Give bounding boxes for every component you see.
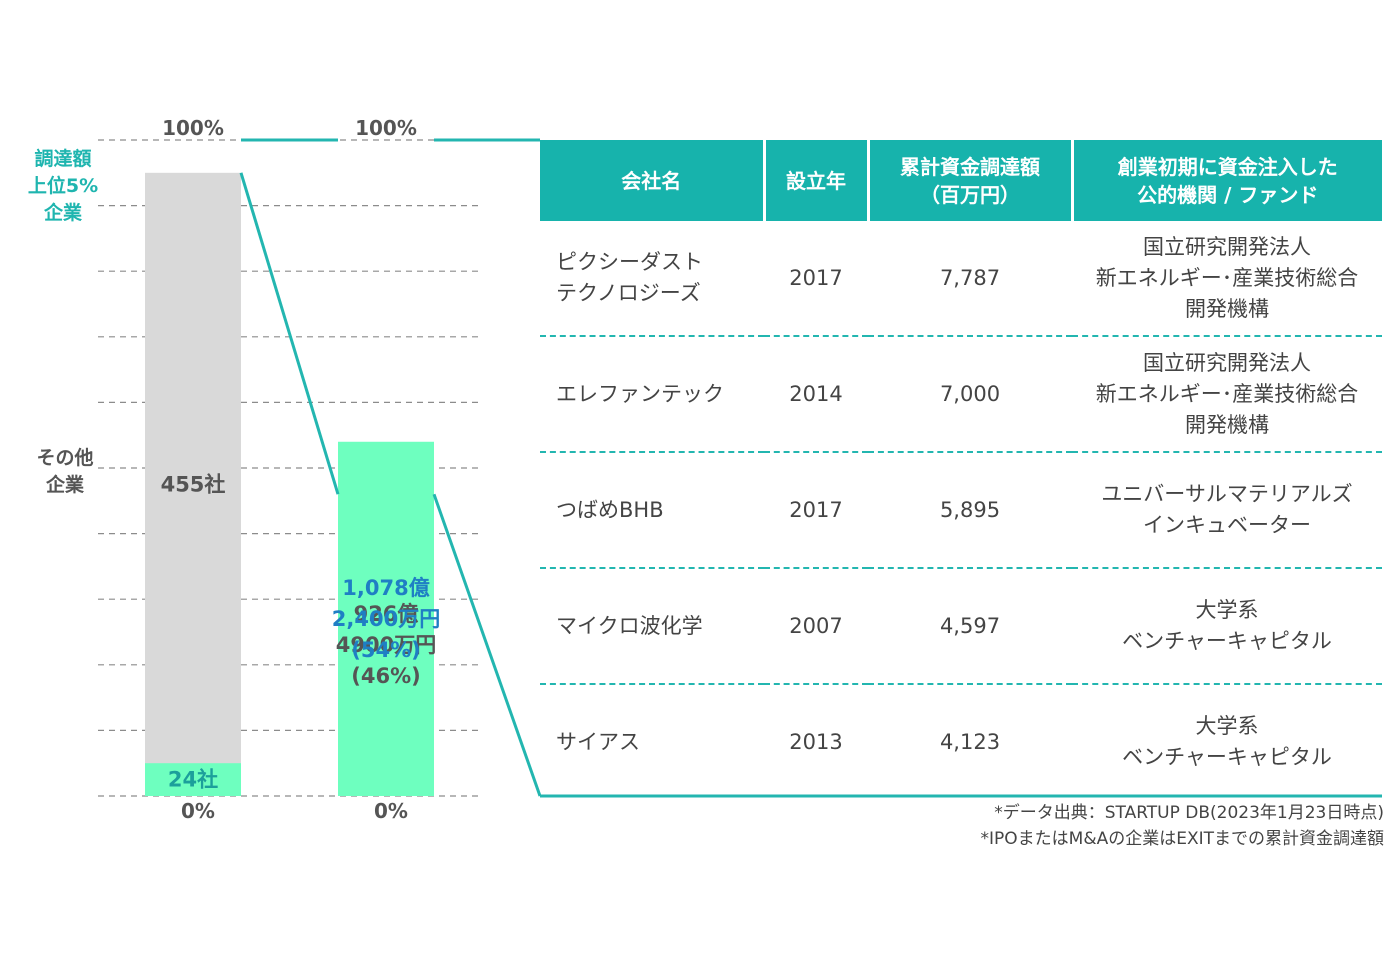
cell-early-investor: 国立研究開発法人 新エネルギー･産業技術総合 開発機構 (1072, 221, 1382, 337)
segment-label: 1,078億 (342, 576, 429, 600)
tick-label-bottom: 0% (374, 799, 408, 823)
cell-company-name: エレファンテック (540, 336, 764, 453)
segment-label: 24社 (168, 768, 218, 792)
footnote-exit: *IPOまたはM&Aの企業はEXITまでの累計資金調達額 (980, 829, 1384, 849)
table-row: ピクシーダスト テクノロジーズ 2017 7,787 国立研究開発法人 新エネル… (540, 221, 1382, 337)
table-row: サイアス 2013 4,123 大学系 ベンチャーキャピタル (540, 684, 1382, 799)
header-founded-year: 設立年 (764, 140, 870, 221)
side-label-others: その他 (36, 446, 93, 469)
connector-table-bottom (432, 493, 542, 797)
header-company-name: 会社名 (540, 140, 766, 221)
side-label-top5: 調達額 (34, 147, 91, 170)
cell-early-investor: 大学系 ベンチャーキャピタル (1122, 714, 1332, 769)
table-row: つばめBHB 2017 5,895 ユニバーサルマテリアルズ インキュベーター (540, 452, 1382, 569)
tick-label-bottom: 0% (181, 799, 215, 823)
side-label-top5: 上位5% (28, 174, 98, 197)
side-label-others: 企業 (45, 473, 85, 496)
cell-founded-year: 2007 (764, 568, 868, 685)
segment-label: 2,400万円 (332, 607, 440, 631)
segment-label: 926億 (354, 602, 419, 626)
cell-total-funding: 4,597 (868, 568, 1072, 685)
table-row: エレファンテック 2014 7,000 国立研究開発法人 新エネルギー･産業技術… (540, 336, 1382, 453)
table-header-row: 会社名 設立年 累計資金調達額 （百万円） 創業初期に資金注入した 公的機関 /… (540, 140, 1382, 221)
cell-founded-year: 2017 (764, 452, 868, 569)
cell-early-investor: ユニバーサルマテリアルズ インキュベーター (1072, 452, 1382, 569)
cell-total-funding: 5,895 (868, 452, 1072, 569)
footnote-source: *データ出典：STARTUP DB(2023年1月23日時点) (994, 803, 1384, 823)
cell-company-name: つばめBHB (540, 452, 764, 569)
cell-total-funding: 7,000 (868, 336, 1072, 453)
cell-total-funding: 7,787 (868, 221, 1072, 337)
bar-segment (338, 441, 434, 796)
cell-founded-year: 2014 (764, 336, 868, 453)
segment-label: 4900万円 (336, 633, 436, 657)
cell-total-funding: 4,123 (939, 729, 1001, 754)
top-companies-table: 会社名 設立年 累計資金調達額 （百万円） 創業初期に資金注入した 公的機関 /… (540, 140, 1382, 799)
bar-segment (145, 172, 241, 797)
cell-company-name: ピクシーダスト テクノロジーズ (540, 221, 764, 337)
connector-lines (239, 138, 1382, 798)
segment-label: (46%) (351, 664, 420, 688)
connector-bottom (239, 172, 340, 495)
cell-founded-year: 2013 (789, 729, 843, 754)
tick-label-top: 100% (162, 116, 224, 140)
header-total-funding: 累計資金調達額 （百万円） (868, 140, 1074, 221)
footnotes: *データ出典：STARTUP DB(2023年1月23日時点) *IPOまたはM… (981, 800, 1384, 852)
bar-segment (145, 763, 241, 796)
chart-labels: 455社 24社 100% 0% 926億 4900万円 (46%) 1,078億 2,400万… (28, 116, 440, 823)
bars (145, 172, 434, 797)
cell-early-investor: 国立研究開発法人 新エネルギー･産業技術総合 開発機構 (1072, 336, 1382, 453)
segment-label: 455社 (161, 472, 226, 496)
table-row: マイクロ波化学 2007 4,597 大学系 ベンチャーキャピタル (540, 568, 1382, 685)
cell-early-investor: 大学系 ベンチャーキャピタル (1072, 568, 1382, 685)
segment-label: (54%) (351, 638, 420, 662)
tick-label-top: 100% (355, 116, 417, 140)
header-early-investor: 創業初期に資金注入した 公的機関 / ファンド (1072, 140, 1382, 221)
cell-founded-year: 2017 (764, 221, 868, 337)
cell-company-name: サイアス (556, 729, 640, 754)
cell-company-name: マイクロ波化学 (540, 568, 764, 685)
side-label-top5: 企業 (43, 201, 83, 224)
